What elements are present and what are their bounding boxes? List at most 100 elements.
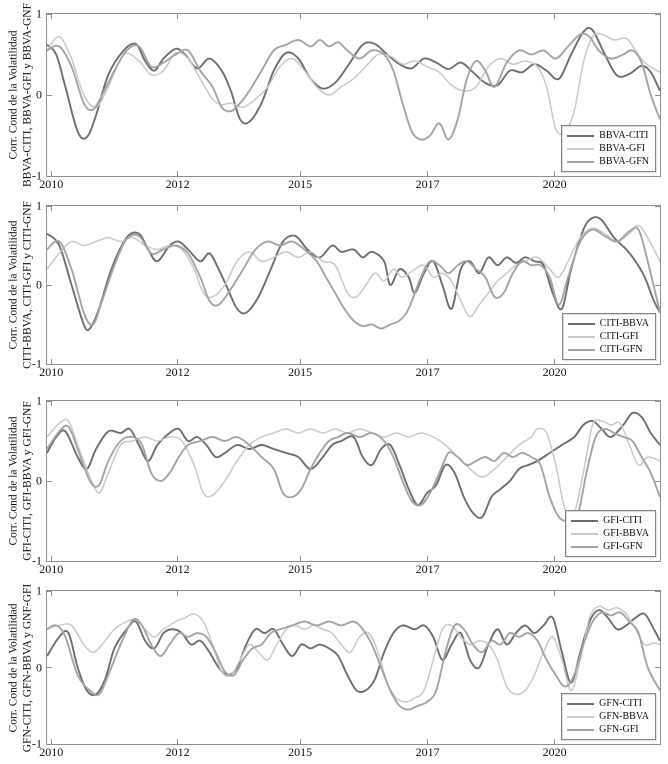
legend-line-swatch xyxy=(571,545,599,548)
y-tick-label: 1 xyxy=(36,393,42,408)
y-tick-mark xyxy=(655,94,660,96)
x-tick-mark xyxy=(299,14,301,19)
legend-entry: BBVA-GFN xyxy=(567,155,649,168)
y-tick-label: 0 xyxy=(36,277,42,292)
legend-line-swatch xyxy=(567,728,595,731)
x-tick-mark xyxy=(554,591,556,596)
series-plot-gfn xyxy=(47,591,660,744)
y-axis-label-line2: GFI-CITI, GFI-BBVA y GFI-GNF xyxy=(21,401,33,561)
x-tick-mark xyxy=(177,14,179,19)
y-tick-mark xyxy=(47,363,52,365)
series-line-GFI-CITI xyxy=(47,413,660,518)
y-tick-mark xyxy=(655,743,660,745)
x-tick-label: 2020 xyxy=(542,365,567,379)
y-tick-mark xyxy=(655,560,660,562)
legend-label: GFN-BBVA xyxy=(599,711,649,722)
x-tick-mark xyxy=(50,359,52,364)
y-tick-mark xyxy=(655,284,660,286)
legend-label: GFN-GFI xyxy=(599,724,639,735)
y-axis-label-line2: BBVA-CITI, BBVA-GFI y BBVA-GNF xyxy=(21,2,33,188)
legend-entry: GFI-BBVA xyxy=(571,527,649,540)
legend-label: CITI-GFN xyxy=(599,344,643,355)
x-tick-label: 2017 xyxy=(415,745,440,759)
legend-line-swatch xyxy=(567,335,595,338)
series-line-CITI-BBVA xyxy=(47,217,660,330)
x-tick-label: 2015 xyxy=(288,745,313,759)
series-line-BBVA-CITI xyxy=(47,28,660,139)
y-tick-mark xyxy=(47,175,52,177)
y-tick-label: 1 xyxy=(36,6,42,21)
x-tick-mark xyxy=(554,206,556,211)
x-tick-label: 2012 xyxy=(165,365,190,379)
x-tick-mark xyxy=(427,401,429,406)
x-tick-label: 2020 xyxy=(542,745,567,759)
y-tick-mark xyxy=(47,400,52,402)
series-line-GFI-GFN xyxy=(47,426,660,522)
x-tick-label: 2015 xyxy=(288,365,313,379)
x-tick-mark xyxy=(299,401,301,406)
legend-entry: CITI-BBVA xyxy=(567,317,649,330)
y-tick-label: -1 xyxy=(32,553,42,568)
plot-area-citi: CITI-BBVA CITI-GFI CITI-GFN 2010 2012 2015 20… xyxy=(32,199,661,379)
x-tick-mark xyxy=(554,171,556,176)
y-axis-label-line2: GFN-CITI, GFN-BBVA y GNF-GFI xyxy=(21,583,33,752)
y-tick-mark xyxy=(47,284,52,286)
x-tick-mark xyxy=(554,14,556,19)
x-tick-mark xyxy=(177,401,179,406)
y-tick-mark xyxy=(47,480,52,482)
legend-label: CITI-GFI xyxy=(599,331,639,342)
y-tick-mark xyxy=(655,480,660,482)
x-tick-mark xyxy=(554,556,556,561)
x-tick-mark xyxy=(427,739,429,744)
x-tick-mark xyxy=(177,556,179,561)
x-tick-mark xyxy=(50,556,52,561)
series-line-GFN-GFI xyxy=(47,612,660,709)
legend-bbva: BBVA-CITI BBVA-GFI BBVA-GFN xyxy=(561,125,656,172)
series-line-GFI-BBVA xyxy=(47,419,660,516)
y-tick-label: 1 xyxy=(36,583,42,598)
x-tick-mark xyxy=(299,359,301,364)
x-tick-label: 2015 xyxy=(288,562,313,576)
legend-label: GFN-CITI xyxy=(599,698,642,709)
legend-entry: CITI-GFI xyxy=(567,330,649,343)
legend-line-swatch xyxy=(567,147,595,150)
y-tick-mark xyxy=(47,590,52,592)
x-tick-mark xyxy=(299,206,301,211)
legend-label: GFI-CITI xyxy=(603,515,642,526)
x-tick-mark xyxy=(177,591,179,596)
y-axis-label-line1: Corr. Cond de la Volatilidad xyxy=(7,603,20,732)
x-tick-mark xyxy=(50,206,52,211)
y-tick-mark xyxy=(655,13,660,15)
y-axis-label-line2: CITI-BBVA, CITI-GFI y CITI-GNF xyxy=(21,201,33,369)
series-line-CITI-GFI xyxy=(47,226,660,317)
legend-entry: BBVA-GFI xyxy=(567,142,649,155)
y-axis-label-line1: Corr. Cond de la Volatilidad xyxy=(7,416,20,546)
legend-label: GFI-GFN xyxy=(603,541,643,552)
y-tick-mark xyxy=(47,94,52,96)
y-tick-label: 0 xyxy=(36,660,42,674)
x-tick-label: 2020 xyxy=(542,177,567,191)
y-tick-mark xyxy=(655,667,660,668)
legend-line-swatch xyxy=(567,702,595,705)
x-tick-label: 2012 xyxy=(165,562,190,576)
x-tick-mark xyxy=(299,556,301,561)
x-tick-mark xyxy=(50,739,52,744)
legend-entry: GFI-CITI xyxy=(571,514,649,527)
legend-entry: BBVA-CITI xyxy=(567,129,649,142)
legend-entry: GFN-BBVA xyxy=(567,710,649,723)
x-tick-label: 2012 xyxy=(165,177,190,191)
legend-line-swatch xyxy=(571,519,599,522)
legend-entry: CITI-GFN xyxy=(567,343,649,356)
x-tick-label: 2010 xyxy=(39,365,64,379)
y-tick-label: 1 xyxy=(36,198,42,213)
x-tick-label: 2015 xyxy=(288,177,313,191)
x-tick-mark xyxy=(50,401,52,406)
y-tick-mark xyxy=(47,13,52,15)
legend-label: CITI-BBVA xyxy=(599,318,649,329)
legend-line-swatch xyxy=(571,532,599,535)
legend-label: BBVA-GFN xyxy=(599,156,649,167)
x-tick-mark xyxy=(299,739,301,744)
x-tick-mark xyxy=(299,171,301,176)
legend-line-swatch xyxy=(567,348,595,351)
x-tick-mark xyxy=(50,14,52,19)
